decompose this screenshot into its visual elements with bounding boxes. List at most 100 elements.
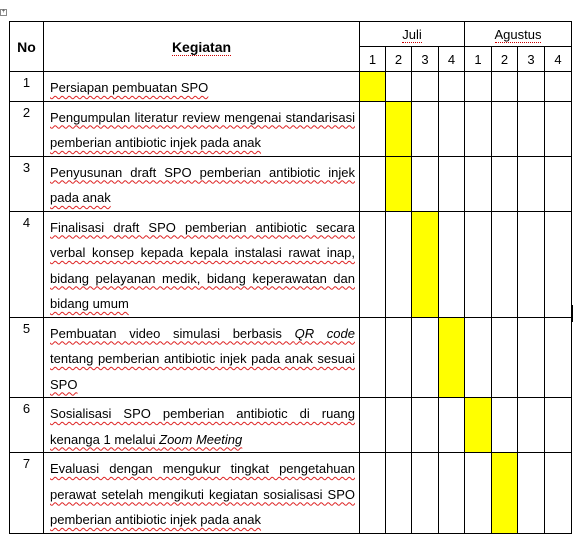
schedule-cell[interactable]: [517, 452, 545, 534]
schedule-cell[interactable]: [517, 210, 545, 318]
schedule-cell[interactable]: [544, 210, 572, 318]
schedule-cell[interactable]: [359, 452, 386, 534]
activity-text: Pembuatan video simulasi berbasis QR cod…: [50, 325, 355, 392]
schedule-cell-active[interactable]: [385, 100, 412, 157]
schedule-cell[interactable]: [359, 100, 386, 157]
schedule-cell-active[interactable]: [438, 316, 465, 398]
schedule-cell[interactable]: [385, 71, 412, 102]
schedule-cell[interactable]: [517, 316, 545, 398]
schedule-cell[interactable]: [464, 155, 492, 212]
schedule-cell[interactable]: [544, 71, 572, 102]
schedule-cell-active[interactable]: [385, 155, 412, 212]
activity-text: Sosialisasi SPO pemberian antibiotic di …: [50, 406, 355, 447]
schedule-cell[interactable]: [491, 210, 518, 318]
schedule-cell[interactable]: [464, 452, 492, 534]
schedule-cell[interactable]: [438, 71, 465, 102]
schedule-cell[interactable]: [359, 397, 386, 453]
week-header: 4: [438, 46, 465, 72]
activity-text: Penyusunan draft SPO pemberian antibioti…: [50, 164, 355, 206]
column-header-no: No: [9, 21, 44, 72]
schedule-cell[interactable]: [491, 316, 518, 398]
week-header: 4: [544, 46, 572, 72]
row-number: 3: [9, 155, 44, 212]
month-label: Agustus: [494, 26, 542, 43]
schedule-cell[interactable]: [517, 397, 545, 453]
row-number: 7: [9, 452, 44, 534]
schedule-cell[interactable]: [411, 397, 439, 453]
activity-description[interactable]: Finalisasi draft SPO pemberian antibioti…: [43, 210, 360, 318]
table-row: 6 Sosialisasi SPO pemberian antibiotic di…: [9, 397, 572, 453]
schedule-cell-active[interactable]: [411, 210, 439, 318]
schedule-cell[interactable]: [411, 71, 439, 102]
schedule-cell[interactable]: [544, 397, 572, 453]
schedule-cell-active[interactable]: [359, 71, 386, 102]
schedule-cell[interactable]: [491, 397, 518, 453]
schedule-cell-active[interactable]: [464, 397, 492, 453]
schedule-cell[interactable]: [438, 210, 465, 318]
activity-description[interactable]: Pengumpulan literatur review mengenai st…: [43, 100, 360, 157]
week-header: 3: [411, 46, 439, 72]
schedule-cell[interactable]: [464, 316, 492, 398]
row-number: 2: [9, 100, 44, 157]
schedule-cell[interactable]: [544, 452, 572, 534]
kegiatan-label: Kegiatan: [171, 38, 232, 56]
schedule-cell[interactable]: [359, 210, 386, 318]
schedule-cell[interactable]: [385, 452, 412, 534]
schedule-cell[interactable]: [491, 155, 518, 212]
schedule-cell[interactable]: [438, 100, 465, 157]
schedule-cell[interactable]: [544, 100, 572, 157]
schedule-cell[interactable]: [359, 316, 386, 398]
schedule-cell[interactable]: [385, 210, 412, 318]
month-label: Juli: [402, 26, 422, 43]
table-row: 2 Pengumpulan literatur review mengenai s…: [9, 100, 572, 157]
schedule-cell[interactable]: [544, 316, 572, 398]
schedule-cell[interactable]: [438, 397, 465, 453]
schedule-table: No Kegiatan Juli Agustus 1 2 3 4 1 2 3 4…: [9, 21, 572, 534]
activity-description[interactable]: Evaluasi dengan mengukur tingkat pengeta…: [43, 452, 360, 534]
table-row: 5 Pembuatan video simulasi berbasis QR co…: [9, 316, 572, 398]
activity-text: Evaluasi dengan mengukur tingkat pengeta…: [50, 461, 355, 527]
schedule-cell[interactable]: [544, 155, 572, 212]
week-header: 1: [464, 46, 492, 72]
activity-description[interactable]: Penyusunan draft SPO pemberian antibioti…: [43, 155, 360, 212]
activity-description[interactable]: Pembuatan video simulasi berbasis QR cod…: [43, 316, 360, 398]
week-header: 2: [385, 46, 412, 72]
schedule-cell[interactable]: [385, 397, 412, 453]
row-number: 4: [9, 210, 44, 318]
schedule-cell[interactable]: [517, 100, 545, 157]
schedule-cell[interactable]: [411, 100, 439, 157]
schedule-cell-active[interactable]: [491, 452, 518, 534]
activity-text: Persiapan pembuatan SPO: [50, 80, 209, 95]
row-number: 6: [9, 397, 44, 453]
schedule-cell[interactable]: [438, 452, 465, 534]
table-move-handle-icon[interactable]: +: [0, 9, 7, 16]
table-row: 4 Finalisasi draft SPO pemberian antibiot…: [9, 210, 572, 318]
week-header: 3: [517, 46, 545, 72]
month-header-juli: Juli: [359, 21, 465, 47]
schedule-cell[interactable]: [464, 210, 492, 318]
week-header: 1: [359, 46, 386, 72]
text-cursor: [572, 305, 573, 322]
schedule-cell[interactable]: [517, 155, 545, 212]
activity-description[interactable]: Sosialisasi SPO pemberian antibiotic di …: [43, 397, 360, 453]
table-row: 7 Evaluasi dengan mengukur tingkat penget…: [9, 452, 572, 534]
row-number: 1: [9, 71, 44, 102]
schedule-cell[interactable]: [438, 155, 465, 212]
activity-text: Finalisasi draft SPO pemberian antibioti…: [50, 219, 355, 312]
month-header-agustus: Agustus: [464, 21, 572, 47]
schedule-cell[interactable]: [491, 71, 518, 102]
week-header: 2: [491, 46, 518, 72]
column-header-kegiatan: Kegiatan: [43, 21, 360, 72]
schedule-cell[interactable]: [411, 155, 439, 212]
schedule-cell[interactable]: [359, 155, 386, 212]
schedule-cell[interactable]: [491, 100, 518, 157]
schedule-cell[interactable]: [411, 452, 439, 534]
schedule-cell[interactable]: [385, 316, 412, 398]
schedule-cell[interactable]: [464, 100, 492, 157]
table-row: 3 Penyusunan draft SPO pemberian antibiot…: [9, 155, 572, 212]
schedule-cell[interactable]: [411, 316, 439, 398]
schedule-cell[interactable]: [464, 71, 492, 102]
activity-description[interactable]: Persiapan pembuatan SPO: [43, 71, 360, 102]
schedule-cell[interactable]: [517, 71, 545, 102]
row-number: 5: [9, 316, 44, 398]
